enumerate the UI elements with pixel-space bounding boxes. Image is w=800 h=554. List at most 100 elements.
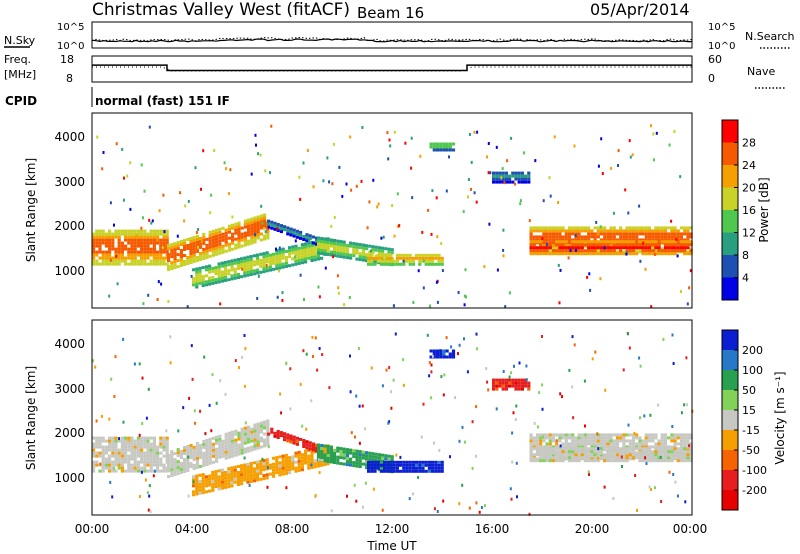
heatmap-cell — [342, 252, 346, 256]
heatmap-cell — [211, 244, 215, 248]
heatmap-cell — [249, 273, 253, 276]
heatmap-cell — [638, 451, 642, 455]
heatmap-cell — [230, 466, 234, 470]
heatmap-cell — [129, 161, 132, 165]
heatmap-cell — [227, 269, 231, 273]
heatmap-cell — [249, 477, 253, 480]
heatmap-cell — [221, 235, 225, 239]
heatmap-cell — [187, 199, 190, 203]
heatmap-cell — [281, 466, 285, 470]
heatmap-cell — [667, 436, 671, 440]
heatmap-cell — [201, 284, 205, 288]
heatmap-cell — [186, 259, 190, 262]
heatmap-cell — [495, 407, 498, 411]
heatmap-cell — [104, 466, 108, 470]
heatmap-cell — [440, 469, 444, 473]
heatmap-cell — [214, 485, 218, 489]
heatmap-cell — [195, 447, 199, 451]
heatmap-cell — [130, 442, 134, 446]
heatmap-cell — [218, 443, 222, 447]
heatmap-cell — [437, 256, 441, 260]
heatmap-cell — [606, 450, 610, 454]
heatmap-cell — [451, 355, 456, 359]
heatmap-cell — [345, 182, 348, 186]
heatmap-cell — [641, 246, 645, 250]
heatmap-cell — [558, 226, 562, 230]
heatmap-cell — [386, 256, 390, 260]
heatmap-cell — [198, 269, 202, 273]
heatmap-cell — [268, 466, 272, 470]
colorbar-swatch — [722, 232, 738, 256]
heatmap-cell — [186, 244, 190, 247]
heatmap-cell — [152, 451, 156, 455]
heatmap-cell — [256, 227, 260, 231]
heatmap-cell — [457, 291, 460, 294]
heatmap-cell — [149, 466, 153, 470]
heatmap-cell — [233, 270, 237, 274]
heatmap-cell — [231, 223, 235, 227]
heatmap-cell — [336, 455, 340, 459]
heatmap-cell — [259, 424, 263, 428]
heatmap-cell — [555, 433, 559, 437]
heatmap-cell — [532, 447, 536, 451]
heatmap-cell — [326, 460, 330, 463]
heatmap-cell — [268, 253, 272, 257]
heatmap-cell — [392, 259, 396, 263]
heatmap-cell — [199, 409, 202, 413]
heatmap-cell — [101, 259, 105, 263]
heatmap-cell — [140, 439, 144, 443]
heatmap-cell — [288, 471, 292, 475]
heatmap-cell — [162, 469, 166, 473]
heatmap-cell — [673, 246, 677, 250]
heatmap-cell — [294, 259, 298, 263]
heatmap-cell — [247, 425, 251, 429]
heatmap-cell — [564, 447, 568, 451]
heatmap-cell — [418, 262, 422, 266]
heatmap-cell — [299, 236, 303, 240]
heatmap-cell — [435, 142, 440, 146]
heatmap-cell — [140, 460, 144, 464]
heatmap-cell — [405, 463, 409, 467]
heatmap-cell — [663, 433, 668, 437]
heatmap-cell — [542, 439, 546, 443]
heatmap-cell — [305, 446, 309, 450]
heatmap-cell — [627, 423, 630, 427]
heatmap-cell — [622, 250, 626, 254]
heatmap-cell — [535, 226, 540, 230]
heatmap-cell — [390, 406, 393, 410]
heatmap-cell — [201, 476, 205, 480]
heatmap-cell — [545, 453, 549, 457]
heatmap-cell — [240, 442, 244, 446]
heatmap-cell — [654, 453, 658, 457]
heatmap-cell — [628, 445, 632, 449]
heatmap-cell — [149, 238, 153, 242]
heatmap-cell — [569, 248, 572, 252]
heatmap-cell — [294, 454, 298, 458]
heatmap-cell — [672, 362, 675, 365]
heatmap-cell — [368, 457, 372, 461]
heatmap-cell — [211, 278, 215, 282]
heatmap-cell — [511, 381, 515, 385]
heatmap-cell — [619, 433, 623, 437]
heatmap-cell — [606, 238, 610, 242]
heatmap-cell — [176, 451, 180, 455]
heatmap-cell — [352, 245, 356, 249]
heatmap-cell — [289, 227, 293, 231]
heatmap-cell — [603, 240, 607, 244]
heatmap-cell — [204, 265, 208, 269]
heatmap-cell — [599, 439, 604, 443]
heatmap-cell — [567, 447, 572, 451]
heatmap-cell — [259, 471, 263, 475]
heatmap-cell — [442, 499, 445, 503]
heatmap-cell — [124, 457, 128, 461]
heatmap-cell — [262, 261, 266, 265]
heatmap-cell — [117, 448, 121, 452]
heatmap-cell — [392, 262, 396, 266]
heatmap-cell — [283, 432, 287, 436]
heatmap-cell — [599, 454, 604, 458]
heatmap-cell — [667, 246, 671, 250]
heatmap-cell — [243, 426, 247, 430]
heatmap-cell — [307, 454, 311, 458]
heatmap-cell — [143, 262, 147, 266]
heatmap-cell — [278, 266, 282, 270]
